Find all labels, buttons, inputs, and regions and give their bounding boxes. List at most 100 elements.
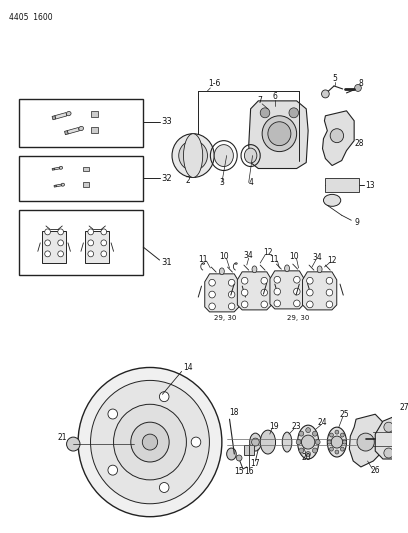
Circle shape [67, 437, 80, 451]
Circle shape [335, 450, 339, 454]
Circle shape [101, 229, 106, 235]
Text: 3: 3 [220, 178, 224, 187]
Circle shape [299, 431, 304, 436]
Circle shape [355, 84, 361, 92]
Circle shape [88, 240, 93, 246]
Circle shape [191, 437, 201, 447]
Circle shape [331, 436, 343, 448]
Text: 4: 4 [248, 178, 253, 187]
Bar [91, 127, 98, 133]
Ellipse shape [227, 448, 236, 460]
Circle shape [306, 277, 313, 284]
Circle shape [357, 433, 374, 451]
Polygon shape [375, 417, 404, 459]
Circle shape [242, 277, 248, 284]
Text: 28: 28 [354, 139, 364, 148]
Circle shape [340, 447, 344, 451]
Circle shape [101, 240, 106, 246]
Bar [19, 211, 143, 275]
Circle shape [306, 289, 313, 296]
Bar [85, 231, 109, 263]
Polygon shape [56, 184, 62, 187]
Polygon shape [52, 116, 56, 120]
Text: 29, 30: 29, 30 [287, 314, 310, 321]
Circle shape [108, 409, 118, 419]
Text: 10: 10 [289, 252, 299, 261]
Circle shape [101, 251, 106, 257]
Polygon shape [270, 271, 304, 309]
Circle shape [384, 448, 393, 458]
Text: 5: 5 [333, 75, 337, 84]
Ellipse shape [220, 268, 224, 274]
Text: 29, 30: 29, 30 [213, 314, 236, 321]
Text: 23: 23 [292, 422, 302, 431]
Circle shape [306, 301, 313, 308]
Text: 12: 12 [327, 255, 337, 264]
Text: 1-6: 1-6 [208, 79, 220, 88]
Circle shape [274, 300, 281, 307]
Bar [42, 231, 67, 263]
Ellipse shape [297, 425, 319, 459]
Circle shape [296, 440, 301, 445]
Bar [83, 166, 89, 172]
Circle shape [252, 438, 259, 446]
Text: 25: 25 [340, 410, 349, 419]
Bar [244, 445, 253, 455]
Circle shape [45, 251, 51, 257]
Circle shape [294, 300, 300, 307]
Polygon shape [54, 167, 60, 170]
Circle shape [260, 108, 270, 118]
Text: 21: 21 [57, 433, 67, 442]
Circle shape [209, 279, 215, 286]
Circle shape [58, 240, 64, 246]
Ellipse shape [214, 144, 233, 166]
Text: 13: 13 [366, 181, 375, 190]
Circle shape [58, 229, 64, 235]
Text: 18: 18 [230, 408, 239, 417]
Circle shape [302, 435, 315, 449]
Ellipse shape [324, 195, 341, 206]
Text: 8: 8 [359, 79, 363, 88]
Circle shape [242, 289, 248, 296]
Circle shape [131, 422, 169, 462]
Circle shape [45, 240, 51, 246]
Polygon shape [349, 414, 385, 467]
Polygon shape [54, 185, 56, 187]
Circle shape [261, 289, 268, 296]
Bar [19, 99, 143, 147]
Polygon shape [205, 274, 239, 312]
Text: 7: 7 [258, 96, 263, 106]
Ellipse shape [250, 433, 261, 451]
Ellipse shape [327, 427, 346, 457]
Text: 10: 10 [219, 252, 228, 261]
Ellipse shape [252, 266, 257, 273]
Ellipse shape [59, 166, 62, 169]
Circle shape [186, 148, 201, 164]
Circle shape [289, 108, 299, 118]
Ellipse shape [244, 148, 257, 163]
Circle shape [78, 367, 222, 516]
Text: 24: 24 [318, 418, 327, 427]
Circle shape [313, 448, 317, 453]
Circle shape [58, 251, 64, 257]
Text: 2: 2 [186, 176, 191, 185]
Circle shape [327, 440, 331, 444]
Text: 9: 9 [354, 218, 359, 227]
Circle shape [315, 440, 320, 445]
Circle shape [261, 301, 268, 308]
Circle shape [343, 440, 346, 444]
Circle shape [322, 90, 329, 98]
Circle shape [228, 291, 235, 298]
Circle shape [330, 129, 344, 143]
Polygon shape [322, 111, 354, 166]
Text: 17: 17 [251, 459, 260, 469]
Text: 27: 27 [399, 403, 408, 412]
Text: 34: 34 [244, 251, 254, 260]
Text: 14: 14 [184, 363, 193, 372]
Circle shape [172, 134, 214, 177]
Circle shape [209, 291, 215, 298]
Circle shape [330, 433, 333, 437]
Text: 31: 31 [161, 257, 172, 266]
Circle shape [179, 141, 208, 171]
Ellipse shape [61, 183, 64, 186]
